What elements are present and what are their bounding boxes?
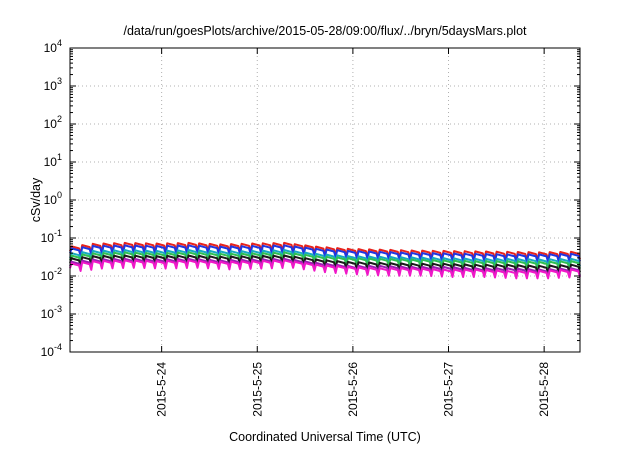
y-tick-label-exponent: 4 [57,38,62,48]
x-tick-label: 2015-5-27 [442,362,456,417]
y-tick-label: 101 [44,152,62,169]
y-tick-label-exponent: 1 [57,152,62,162]
y-tick-label-base: 10 [41,307,55,321]
chart-title: /data/run/goesPlots/archive/2015-05-28/0… [123,24,527,38]
y-tick-label: 10-2 [41,266,62,283]
series-line [69,244,581,263]
x-tick-label: 2015-5-26 [346,362,360,417]
y-tick-label-base: 10 [44,155,58,169]
y-tick-label-base: 10 [44,41,58,55]
y-axis-title: cSv/day [29,177,43,222]
y-tick-label: 102 [44,114,62,131]
y-tick-label: 100 [44,190,62,207]
y-tick-label-exponent: -2 [54,266,62,276]
y-tick-label: 10-4 [41,342,62,359]
y-tick-label: 10-3 [41,304,62,321]
gridlines [70,48,580,352]
x-tick-label: 2015-5-24 [155,362,169,417]
y-tick-label: 104 [44,38,62,55]
y-tick-label-base: 10 [41,231,55,245]
y-tick-label-base: 10 [44,117,58,131]
y-tick-label: 10-1 [41,228,62,245]
x-tick-label: 2015-5-25 [250,362,264,417]
y-tick-label-exponent: 0 [57,190,62,200]
y-tick-label-exponent: -4 [54,342,62,352]
series-line [69,259,581,280]
series-lines [69,241,581,280]
y-tick-label: 103 [44,76,62,93]
y-tick-label-base: 10 [41,269,55,283]
y-tick-label-base: 10 [44,193,58,207]
y-tick-label-base: 10 [41,345,55,359]
y-tick-label-exponent: -3 [54,304,62,314]
y-tick-label-exponent: 3 [57,76,62,86]
x-tick-labels: 2015-5-24 2015-5-25 2015-5-26 2015-5-27 2015… [155,362,552,417]
plot-frame [69,47,581,353]
y-tick-label-exponent: -1 [54,228,62,238]
x-tick-label: 2015-5-28 [537,362,551,417]
y-tick-label-base: 10 [44,79,58,93]
y-tick-label-exponent: 2 [57,114,62,124]
x-axis-title: Coordinated Universal Time (UTC) [229,430,421,444]
